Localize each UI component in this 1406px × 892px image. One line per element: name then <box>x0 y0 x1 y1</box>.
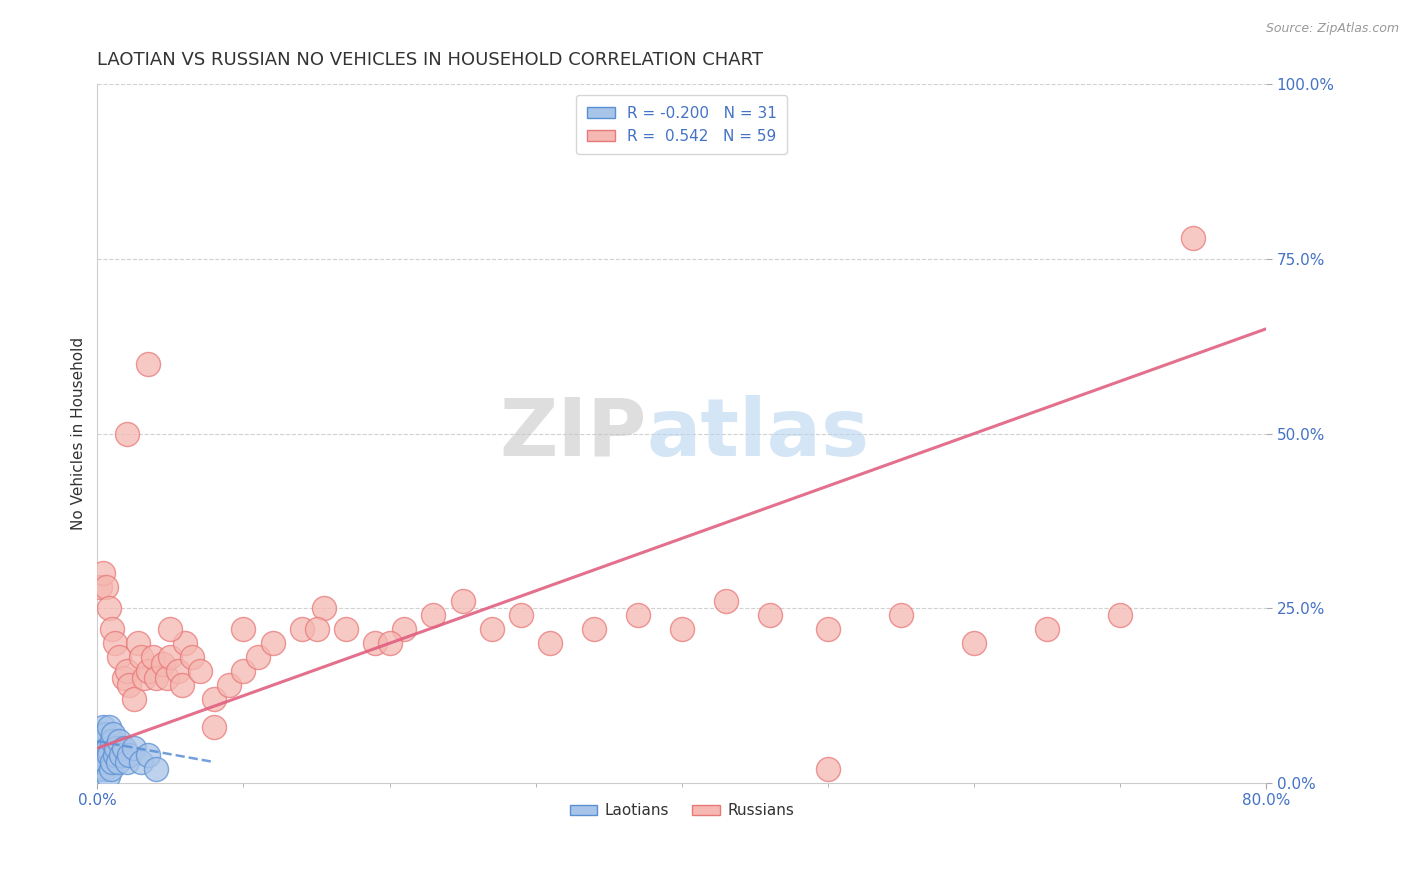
Point <box>129 755 152 769</box>
Point <box>174 636 197 650</box>
Text: ZIP: ZIP <box>499 394 647 473</box>
Point <box>218 678 240 692</box>
Point <box>312 601 335 615</box>
Point <box>202 720 225 734</box>
Point <box>101 755 124 769</box>
Point <box>714 594 737 608</box>
Point <box>291 622 314 636</box>
Point <box>107 755 129 769</box>
Point <box>538 636 561 650</box>
Point <box>89 734 111 748</box>
Point <box>93 762 115 776</box>
Point <box>481 622 503 636</box>
Point <box>451 594 474 608</box>
Point <box>305 622 328 636</box>
Point <box>112 671 135 685</box>
Point <box>142 650 165 665</box>
Point <box>181 650 204 665</box>
Point <box>166 664 188 678</box>
Point <box>758 608 780 623</box>
Point <box>817 762 839 776</box>
Point <box>422 608 444 623</box>
Point <box>232 622 254 636</box>
Point <box>392 622 415 636</box>
Point <box>94 580 117 594</box>
Point <box>817 622 839 636</box>
Point <box>232 664 254 678</box>
Point <box>627 608 650 623</box>
Point <box>145 671 167 685</box>
Point <box>97 741 120 756</box>
Point <box>159 622 181 636</box>
Point <box>91 566 114 581</box>
Point <box>115 664 138 678</box>
Point <box>90 727 112 741</box>
Y-axis label: No Vehicles in Household: No Vehicles in Household <box>72 337 86 530</box>
Point <box>138 357 160 371</box>
Point <box>118 748 141 763</box>
Point <box>1036 622 1059 636</box>
Text: Source: ZipAtlas.com: Source: ZipAtlas.com <box>1265 22 1399 36</box>
Point <box>94 727 117 741</box>
Point <box>89 580 111 594</box>
Point <box>91 720 114 734</box>
Point <box>671 622 693 636</box>
Point <box>156 671 179 685</box>
Point <box>94 755 117 769</box>
Point <box>364 636 387 650</box>
Point <box>510 608 533 623</box>
Point <box>103 727 125 741</box>
Point <box>122 741 145 756</box>
Point <box>247 650 270 665</box>
Point <box>132 671 155 685</box>
Point <box>1109 608 1132 623</box>
Point <box>127 636 149 650</box>
Legend: Laotians, Russians: Laotians, Russians <box>564 797 800 824</box>
Point <box>105 741 128 756</box>
Point <box>87 748 110 763</box>
Point <box>101 622 124 636</box>
Point <box>159 650 181 665</box>
Point <box>890 608 912 623</box>
Point <box>335 622 357 636</box>
Text: LAOTIAN VS RUSSIAN NO VEHICLES IN HOUSEHOLD CORRELATION CHART: LAOTIAN VS RUSSIAN NO VEHICLES IN HOUSEH… <box>97 51 763 69</box>
Point <box>152 657 174 672</box>
Point <box>93 734 115 748</box>
Point <box>138 748 160 763</box>
Point <box>98 748 121 763</box>
Point <box>100 762 122 776</box>
Point <box>378 636 401 650</box>
Point <box>583 622 606 636</box>
Point <box>172 678 194 692</box>
Point <box>138 664 160 678</box>
Point <box>101 734 124 748</box>
Text: atlas: atlas <box>647 394 870 473</box>
Point <box>118 678 141 692</box>
Point <box>91 748 114 763</box>
Point <box>108 734 131 748</box>
Point <box>115 426 138 441</box>
Point <box>97 769 120 783</box>
Point <box>108 650 131 665</box>
Point <box>104 748 127 763</box>
Point <box>262 636 284 650</box>
Point <box>98 601 121 615</box>
Point <box>145 762 167 776</box>
Point <box>112 741 135 756</box>
Point <box>115 755 138 769</box>
Point <box>104 636 127 650</box>
Point <box>110 748 132 763</box>
Point <box>89 762 111 776</box>
Point <box>122 692 145 706</box>
Point <box>1182 231 1205 245</box>
Point <box>963 636 986 650</box>
Point <box>90 755 112 769</box>
Point <box>129 650 152 665</box>
Point <box>188 664 211 678</box>
Point <box>98 720 121 734</box>
Point <box>202 692 225 706</box>
